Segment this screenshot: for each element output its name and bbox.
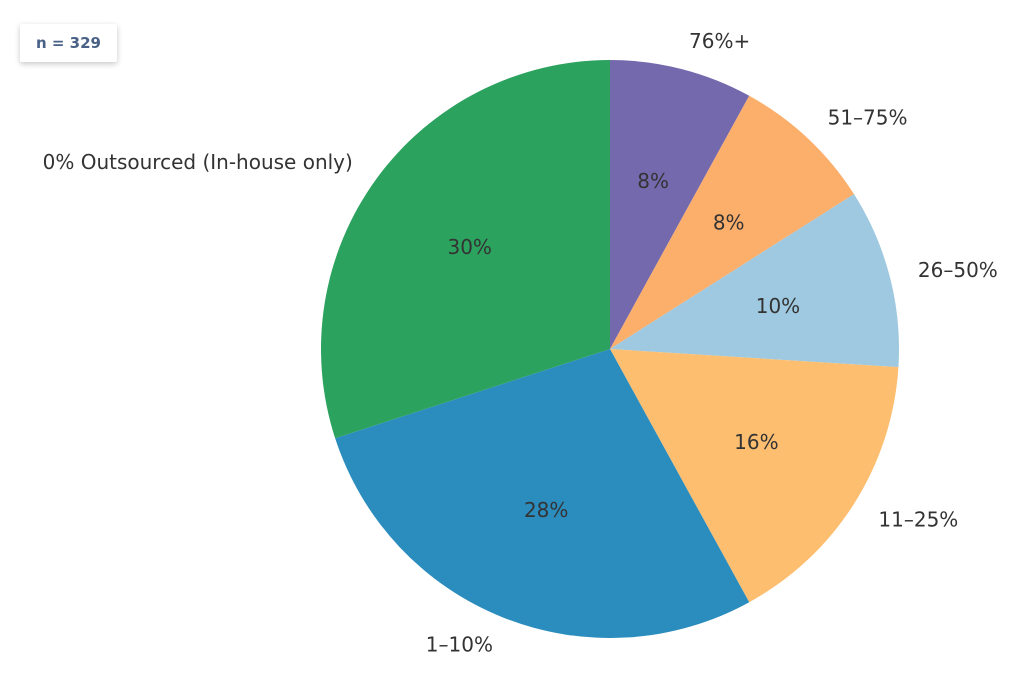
sample-size-text: n = 329 [35, 34, 101, 52]
slice-category-label: 76%+ [689, 29, 750, 53]
slice-percent-label: 8% [713, 211, 745, 235]
pie-slice-76 [610, 60, 750, 349]
slice-category-label: 1–10% [426, 633, 493, 657]
pie-slice-1-10 [335, 349, 750, 638]
slice-percent-label: 28% [524, 498, 568, 522]
pie-slice-51-75 [610, 95, 855, 349]
slice-percent-label: 8% [637, 169, 669, 193]
sample-size-badge: n = 329 [20, 24, 117, 62]
slice-category-label: 26–50% [918, 258, 998, 282]
slice-percent-label: 10% [756, 294, 800, 318]
slice-percent-label: 16% [734, 430, 778, 454]
slice-category-label: 51–75% [828, 105, 908, 129]
pie-slice-0-outsourced-in-house-only [320, 60, 610, 439]
slice-percent-label: 30% [447, 235, 491, 259]
slice-category-label: 11–25% [878, 507, 958, 531]
pie-slice-11-25 [610, 349, 899, 603]
slice-category-label: 0% Outsourced (In-house only) [43, 150, 353, 174]
pie-slice-26-50 [610, 194, 900, 368]
